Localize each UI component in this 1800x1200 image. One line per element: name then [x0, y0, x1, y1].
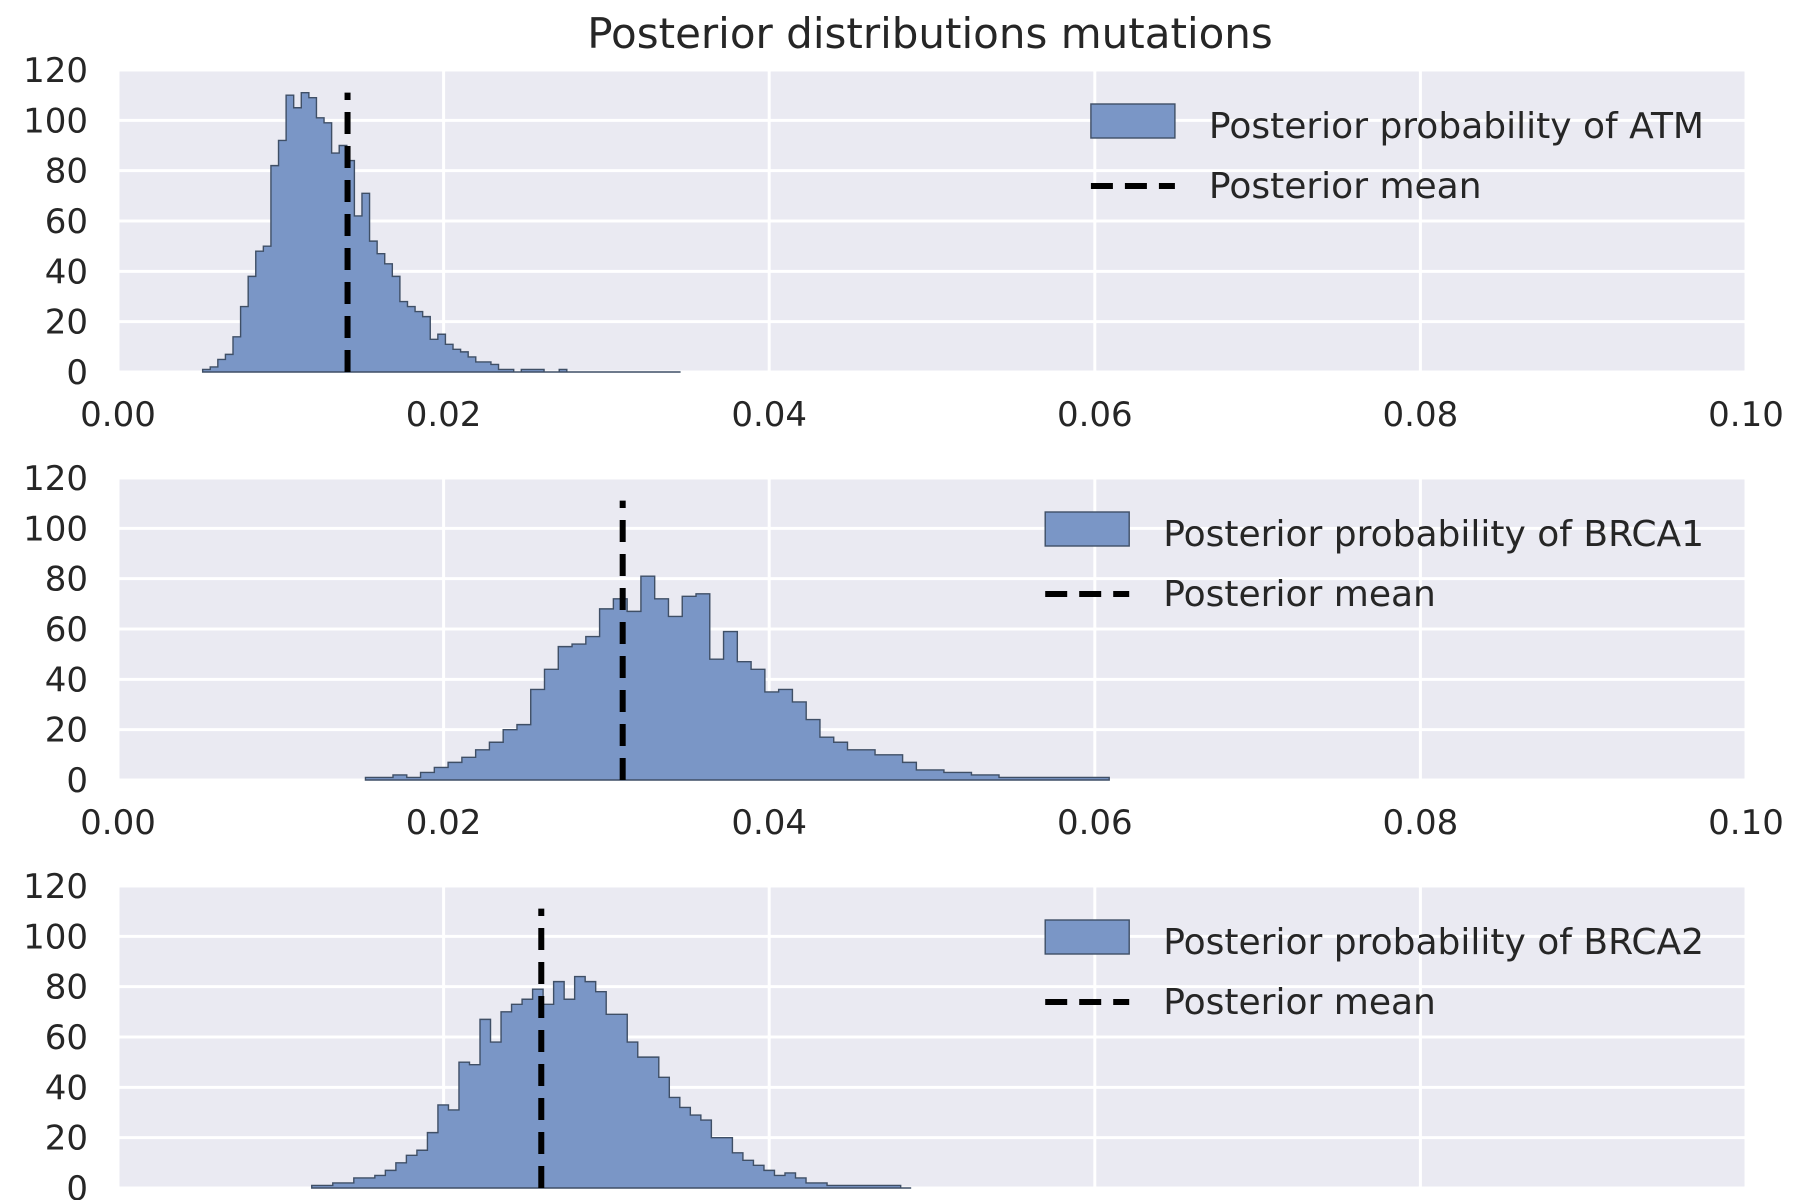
x-tick-label: 0.08	[1383, 803, 1459, 843]
y-tick-label: 120	[23, 867, 88, 907]
x-tick-label: 0.10	[1708, 803, 1784, 843]
x-tick-label: 0.04	[731, 803, 807, 843]
panel-3: 0 20 40 60 80 100 120 Posterior probability of …	[23, 867, 1748, 1200]
legend-label: Posterior mean	[1209, 166, 1482, 207]
y-tick-label: 0	[66, 761, 88, 801]
y-tick-label: 60	[45, 610, 88, 650]
y-tick-label: 120	[23, 459, 88, 499]
legend-label: Posterior probability of ATM	[1209, 106, 1704, 147]
legend: Posterior probability of ATM Posterior me…	[1090, 103, 1704, 207]
y-tick-label: 100	[23, 917, 88, 957]
histogram-bars	[364, 575, 1110, 781]
legend-label: Posterior probability of BRCA2	[1163, 922, 1704, 963]
x-tick-label: 0.10	[1708, 395, 1784, 435]
y-tick-label: 20	[45, 1119, 88, 1159]
legend-swatch-histogram	[1044, 511, 1130, 547]
x-tick-label: 0.06	[1057, 395, 1133, 435]
panels: 0 20 40 60 80 100 120 0.00 0.02 0.04 0.06 0.08 0.10 P…	[23, 51, 1784, 1200]
x-tick-label: 0.08	[1383, 395, 1459, 435]
y-tick-label: 20	[45, 303, 88, 343]
legend-label: Posterior mean	[1163, 982, 1436, 1023]
y-tick-label: 40	[45, 252, 88, 292]
y-tick-label: 100	[23, 509, 88, 549]
legend-label: Posterior mean	[1163, 574, 1436, 615]
x-tick-label: 0.00	[80, 803, 156, 843]
panel-1: 0 20 40 60 80 100 120 0.00 0.02 0.04 0.06 0.08 0.10 P…	[23, 51, 1784, 435]
x-tick-label: 0.02	[406, 803, 482, 843]
chart-title: Posterior distributions mutations	[587, 9, 1273, 58]
x-tick-label: 0.04	[731, 395, 807, 435]
legend-swatch-histogram	[1044, 919, 1130, 955]
x-tick-label: 0.06	[1057, 803, 1133, 843]
y-tick-label: 40	[45, 660, 88, 700]
y-tick-label: 80	[45, 152, 88, 192]
y-tick-label: 40	[45, 1068, 88, 1108]
panel-2: 0 20 40 60 80 100 120 0.00 0.02 0.04 0.06 0.08 0.10 P…	[23, 459, 1784, 843]
legend-swatch-histogram	[1090, 103, 1176, 139]
legend: Posterior probability of BRCA1 Posterior …	[1044, 511, 1704, 615]
y-tick-label: 20	[45, 711, 88, 751]
x-tick-label: 0.02	[406, 395, 482, 435]
legend-label: Posterior probability of BRCA1	[1163, 514, 1704, 555]
y-tick-label: 0	[66, 1169, 88, 1200]
y-tick-label: 0	[66, 353, 88, 393]
y-tick-label: 80	[45, 560, 88, 600]
histogram-bars	[201, 91, 681, 373]
x-tick-label: 0.00	[80, 395, 156, 435]
y-tick-label: 60	[45, 1018, 88, 1058]
y-tick-label: 80	[45, 968, 88, 1008]
legend: Posterior probability of BRCA2 Posterior …	[1044, 919, 1704, 1023]
y-tick-label: 120	[23, 51, 88, 91]
y-tick-label: 100	[23, 101, 88, 141]
histogram-bars	[311, 975, 912, 1189]
y-tick-label: 60	[45, 202, 88, 242]
